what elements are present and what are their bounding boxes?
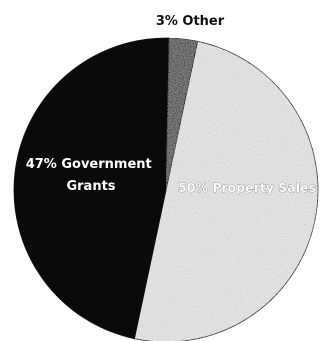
slice-government-grants [13, 37, 170, 340]
label-government-grants-line2: Grants [66, 179, 115, 194]
label-government-grants: 47% Government Grants [26, 157, 157, 194]
slice-other [165, 37, 199, 191]
label-government-grants-line1: 47% Government [26, 157, 152, 172]
label-property-sales: 50% Property Sales [178, 180, 316, 195]
slice-property-sales [133, 40, 319, 341]
label-other: 3% Other [156, 14, 225, 29]
pie-slices [13, 37, 319, 341]
